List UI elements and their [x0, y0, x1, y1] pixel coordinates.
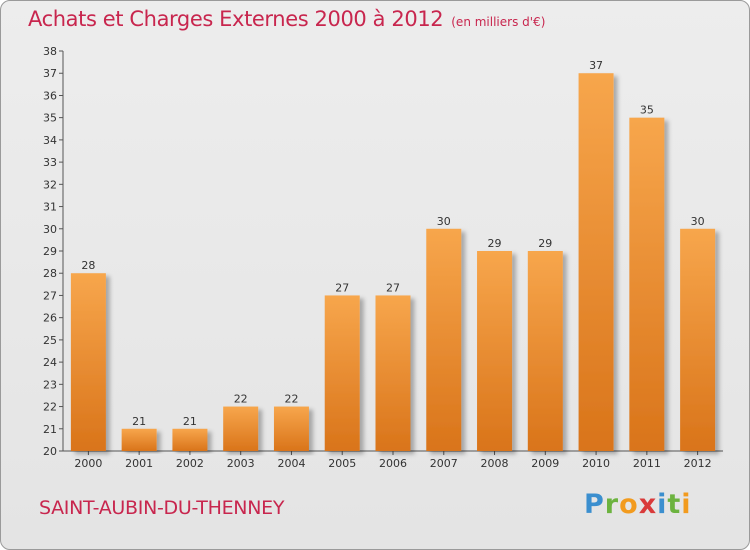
x-tick-label: 2001 — [125, 457, 153, 470]
y-tick-label: 34 — [43, 134, 57, 147]
y-tick-label: 29 — [43, 245, 57, 258]
bar-2012 — [680, 228, 716, 451]
data-label-2008: 29 — [488, 237, 502, 250]
y-tick-label: 31 — [43, 201, 57, 214]
bar-2005 — [324, 295, 360, 451]
proxiti-logo[interactable]: Proxiti — [584, 489, 692, 520]
y-tick-label: 25 — [43, 334, 57, 347]
logo-letter: P — [584, 489, 605, 520]
y-tick-label: 35 — [43, 112, 57, 125]
bar-2001 — [121, 428, 157, 451]
logo-letter: o — [619, 489, 639, 520]
bar-2011 — [629, 117, 665, 452]
y-tick-label: 23 — [43, 378, 57, 391]
x-tick-label: 2004 — [277, 457, 305, 470]
data-labels-group: 28 21 21 22 22 27 27 30 29 29 37 35 30 — [81, 59, 704, 428]
bar-2006 — [375, 295, 411, 451]
bar-2007 — [426, 228, 462, 451]
x-tick-label: 2003 — [227, 457, 255, 470]
x-tick-label: 2012 — [684, 457, 712, 470]
y-tick-label: 20 — [43, 445, 57, 458]
commune-name: SAINT-AUBIN-DU-THENNEY — [39, 497, 285, 519]
x-tick-label: 2010 — [582, 457, 610, 470]
data-label-2009: 29 — [538, 237, 552, 250]
bar-2002 — [172, 428, 208, 451]
logo-letter: i — [681, 489, 692, 520]
data-label-2001: 21 — [132, 415, 146, 428]
x-tick-label: 2005 — [328, 457, 356, 470]
x-tick-label: 2002 — [176, 457, 204, 470]
data-label-2011: 35 — [640, 104, 654, 117]
bars-group — [70, 73, 716, 452]
logo-letter: i — [657, 489, 668, 520]
chart-title-text: Achats et Charges Externes 2000 à 2012 — [28, 7, 444, 31]
data-label-2003: 22 — [234, 393, 248, 406]
x-tick-label: 2011 — [633, 457, 661, 470]
bar-2004 — [273, 406, 309, 451]
x-tick-label: 2009 — [531, 457, 559, 470]
data-label-2012: 30 — [691, 215, 705, 228]
data-label-2007: 30 — [437, 215, 451, 228]
y-tick-label: 26 — [43, 312, 57, 325]
y-tick-label: 38 — [43, 45, 57, 58]
y-tick-label: 33 — [43, 156, 57, 169]
bar-2010 — [578, 73, 614, 451]
y-tick-label: 32 — [43, 178, 57, 191]
bar-2000 — [70, 273, 106, 451]
bar-2008 — [477, 251, 513, 451]
logo-letter: r — [604, 489, 620, 520]
x-tick-label: 2000 — [74, 457, 102, 470]
y-tick-label: 30 — [43, 223, 57, 236]
chart-unit: (en milliers d'€) — [451, 15, 546, 29]
logo-letter: x — [638, 489, 658, 520]
data-label-2004: 22 — [284, 393, 298, 406]
x-tick-label: 2008 — [481, 457, 509, 470]
y-tick-label: 28 — [43, 267, 57, 280]
logo-letter: t — [667, 489, 682, 520]
data-label-2000: 28 — [81, 259, 95, 272]
y-tick-label: 37 — [43, 67, 57, 80]
axes: 20 21 22 23 24 25 26 27 28 29 30 31 32 33 34 35 36 37 38 20… — [43, 45, 723, 470]
chart-title: Achats et Charges Externes 2000 à 2012 (e… — [28, 7, 545, 31]
x-tick-label: 2006 — [379, 457, 407, 470]
y-tick-label: 22 — [43, 401, 57, 414]
y-tick-label: 27 — [43, 289, 57, 302]
data-label-2005: 27 — [335, 281, 349, 294]
y-tick-label: 21 — [43, 423, 57, 436]
data-label-2002: 21 — [183, 415, 197, 428]
y-tick-label: 24 — [43, 356, 57, 369]
data-label-2006: 27 — [386, 281, 400, 294]
y-tick-label: 36 — [43, 89, 57, 102]
bar-2003 — [223, 406, 259, 451]
data-label-2010: 37 — [589, 59, 603, 72]
bar-2009 — [527, 251, 563, 451]
x-tick-label: 2007 — [430, 457, 458, 470]
